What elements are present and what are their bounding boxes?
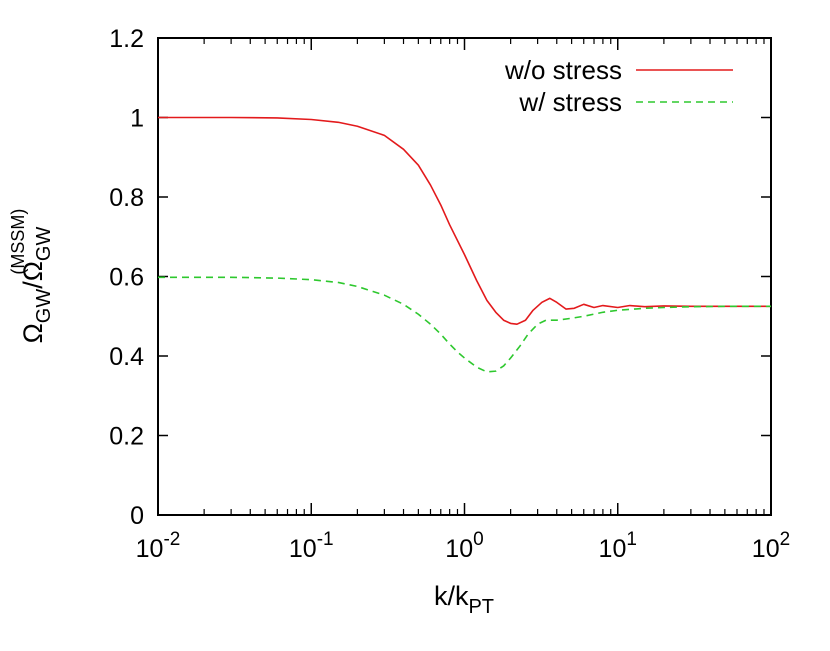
y-tick-label: 0.2 bbox=[109, 423, 144, 451]
y-axis-label-b-sup: (MSSM) bbox=[8, 209, 28, 275]
y-axis-label: ΩGW/ΩGW(MSSM) bbox=[8, 209, 55, 344]
x-tick-label: 100 bbox=[445, 529, 483, 563]
series-lines bbox=[158, 116, 771, 373]
x-tick-label-exponent: 2 bbox=[780, 529, 791, 550]
x-tick-label: 10-2 bbox=[136, 529, 181, 563]
y-tick-label: 1 bbox=[130, 105, 144, 133]
y-tick-label: 0.6 bbox=[109, 264, 144, 292]
x-tick-labels: 10-2 10-1 100 101 102 bbox=[136, 529, 791, 563]
series-line-w-stress bbox=[158, 276, 771, 373]
y-axis-label-slash: /Ω bbox=[18, 261, 48, 289]
y-ticks bbox=[158, 37, 771, 516]
legend-label: w/ stress bbox=[518, 87, 622, 117]
y-axis-label-a-sub: GW bbox=[33, 289, 55, 324]
y-tick-label: 1.2 bbox=[109, 25, 144, 53]
y-tick-label: 0 bbox=[130, 502, 144, 530]
legend-label: w/o stress bbox=[504, 55, 622, 85]
x-tick-label-base: 10 bbox=[136, 535, 164, 563]
x-axis-label-sub: PT bbox=[468, 596, 494, 618]
x-tick-label-base: 10 bbox=[445, 535, 473, 563]
y-tick-label: 0.8 bbox=[109, 184, 144, 212]
x-tick-label: 101 bbox=[599, 529, 637, 563]
x-tick-label-exponent: -2 bbox=[163, 529, 180, 550]
x-tick-label-exponent: -1 bbox=[317, 529, 334, 550]
x-tick-label-exponent: 0 bbox=[473, 529, 484, 550]
x-tick-label: 102 bbox=[752, 529, 790, 563]
x-axis-label: k/kPT bbox=[434, 581, 494, 618]
x-ticks bbox=[157, 38, 772, 515]
x-axis-label-main: k/k bbox=[434, 581, 469, 611]
y-tick-labels: 0 0.2 0.4 0.6 0.8 1 1.2 bbox=[109, 25, 144, 530]
x-tick-label-exponent: 1 bbox=[626, 529, 637, 550]
y-axis-label-a: Ω bbox=[18, 323, 48, 343]
y-axis-label-b-sub: GW bbox=[33, 227, 55, 262]
x-tick-label-base: 10 bbox=[599, 535, 627, 563]
x-tick-label: 10-1 bbox=[289, 529, 334, 563]
x-tick-label-base: 10 bbox=[289, 535, 317, 563]
plot-area bbox=[157, 37, 772, 516]
x-tick-label-base: 10 bbox=[752, 535, 780, 563]
y-tick-label: 0.4 bbox=[109, 343, 144, 371]
series-line-w-o-stress bbox=[158, 116, 771, 325]
